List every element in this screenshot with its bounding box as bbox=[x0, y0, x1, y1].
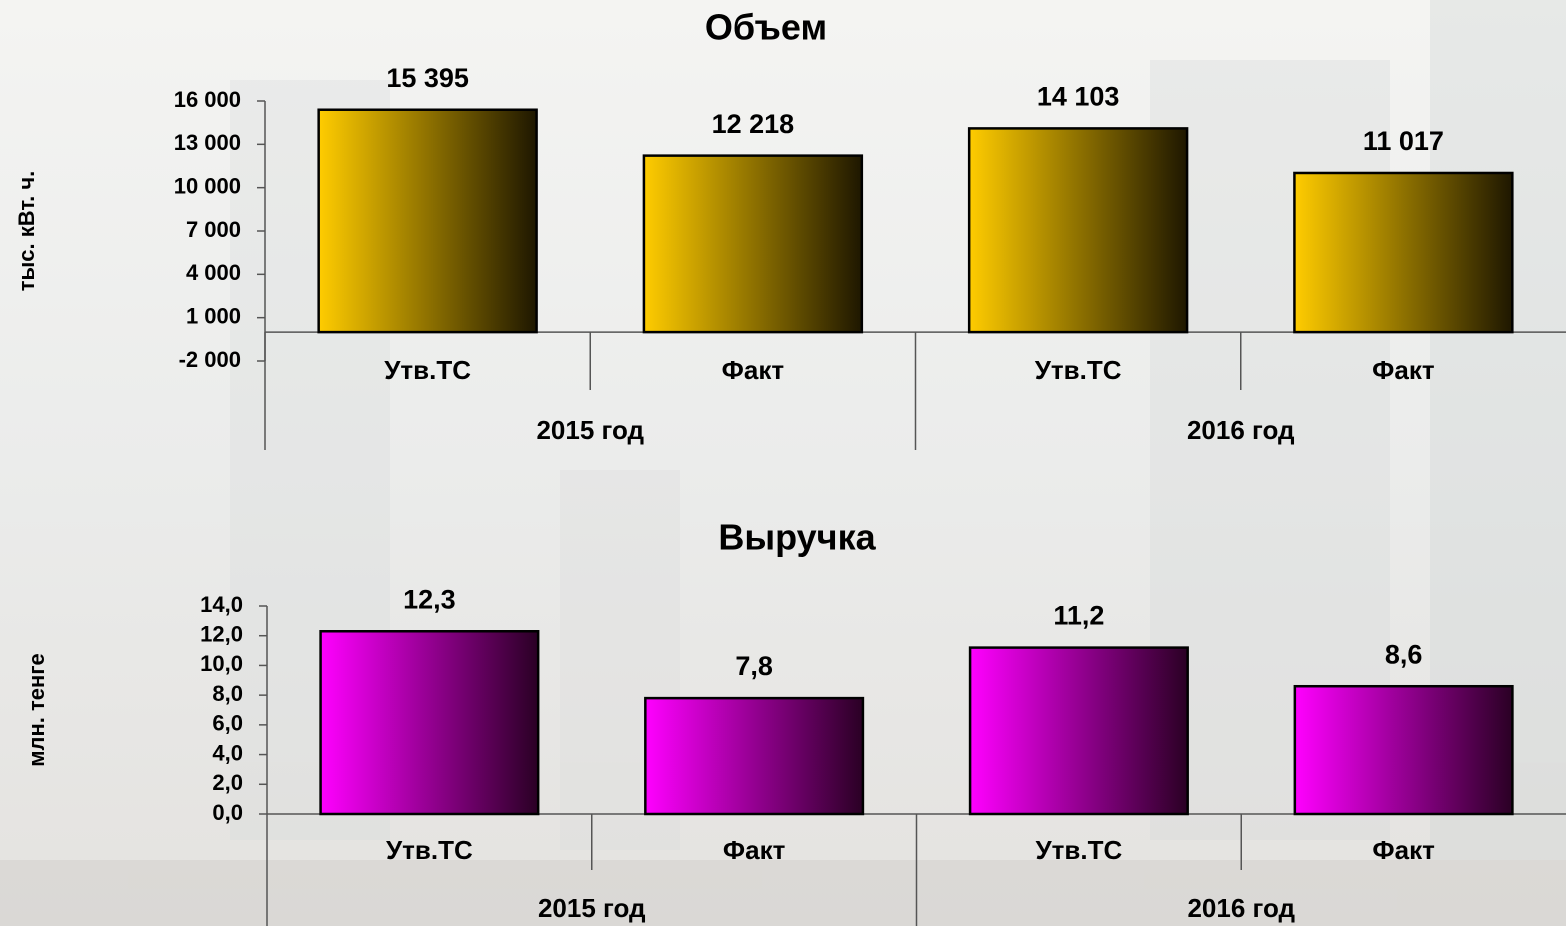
y-tick-label: 10,0 bbox=[200, 651, 243, 676]
y-tick-label: 1 000 bbox=[186, 303, 241, 328]
chart-title: Выручка bbox=[718, 517, 876, 558]
value-label: 8,6 bbox=[1385, 639, 1423, 669]
y-tick-label: 12,0 bbox=[200, 622, 243, 647]
x-tick-label: Факт bbox=[1372, 355, 1435, 385]
x-tick-label: Утв.ТС bbox=[1035, 355, 1122, 385]
bar bbox=[1293, 684, 1514, 816]
value-label: 12 218 bbox=[712, 109, 795, 139]
bar bbox=[317, 108, 538, 334]
y-tick-label: 6,0 bbox=[212, 711, 243, 736]
y-tick-label: 4 000 bbox=[186, 260, 241, 285]
group-label: 2016 год bbox=[1187, 415, 1295, 445]
y-axis-label: млн. тенге bbox=[24, 653, 49, 766]
y-tick-label: 14,0 bbox=[200, 592, 243, 617]
value-label: 14 103 bbox=[1037, 82, 1120, 112]
y-tick-label: 8,0 bbox=[212, 681, 243, 706]
x-tick-label: Факт bbox=[1372, 835, 1435, 865]
value-label: 15 395 bbox=[386, 63, 469, 93]
value-label: 11 017 bbox=[1363, 126, 1444, 156]
y-tick-label: 13 000 bbox=[174, 130, 241, 155]
y-tick-label: 10 000 bbox=[174, 173, 241, 198]
y-tick-label: -2 000 bbox=[179, 347, 241, 372]
group-label: 2016 год bbox=[1187, 893, 1295, 923]
y-tick-label: 2,0 bbox=[212, 770, 243, 795]
y-tick-label: 0,0 bbox=[212, 800, 243, 825]
bar bbox=[967, 127, 1189, 334]
x-tick-label: Факт bbox=[722, 355, 785, 385]
value-label: 12,3 bbox=[403, 584, 456, 614]
x-tick-label: Утв.ТС bbox=[1035, 835, 1122, 865]
value-label: 7,8 bbox=[735, 651, 773, 681]
bar bbox=[1293, 171, 1514, 334]
y-tick-label: 16 000 bbox=[174, 87, 241, 112]
y-axis-label: тыс. кВт. ч. bbox=[14, 171, 39, 292]
bar bbox=[642, 154, 864, 334]
value-label: 11,2 bbox=[1053, 601, 1104, 631]
y-tick-label: 4,0 bbox=[212, 740, 243, 765]
y-tick-label: 7 000 bbox=[186, 217, 241, 242]
group-label: 2015 год bbox=[538, 893, 646, 923]
group-label: 2015 год bbox=[536, 415, 644, 445]
x-tick-label: Факт bbox=[723, 835, 786, 865]
chart-title: Объем bbox=[705, 7, 827, 48]
bar bbox=[319, 630, 540, 816]
x-tick-label: Утв.ТС bbox=[384, 355, 471, 385]
bar bbox=[968, 646, 1189, 816]
x-tick-label: Утв.ТС bbox=[386, 835, 473, 865]
bar bbox=[644, 696, 865, 816]
